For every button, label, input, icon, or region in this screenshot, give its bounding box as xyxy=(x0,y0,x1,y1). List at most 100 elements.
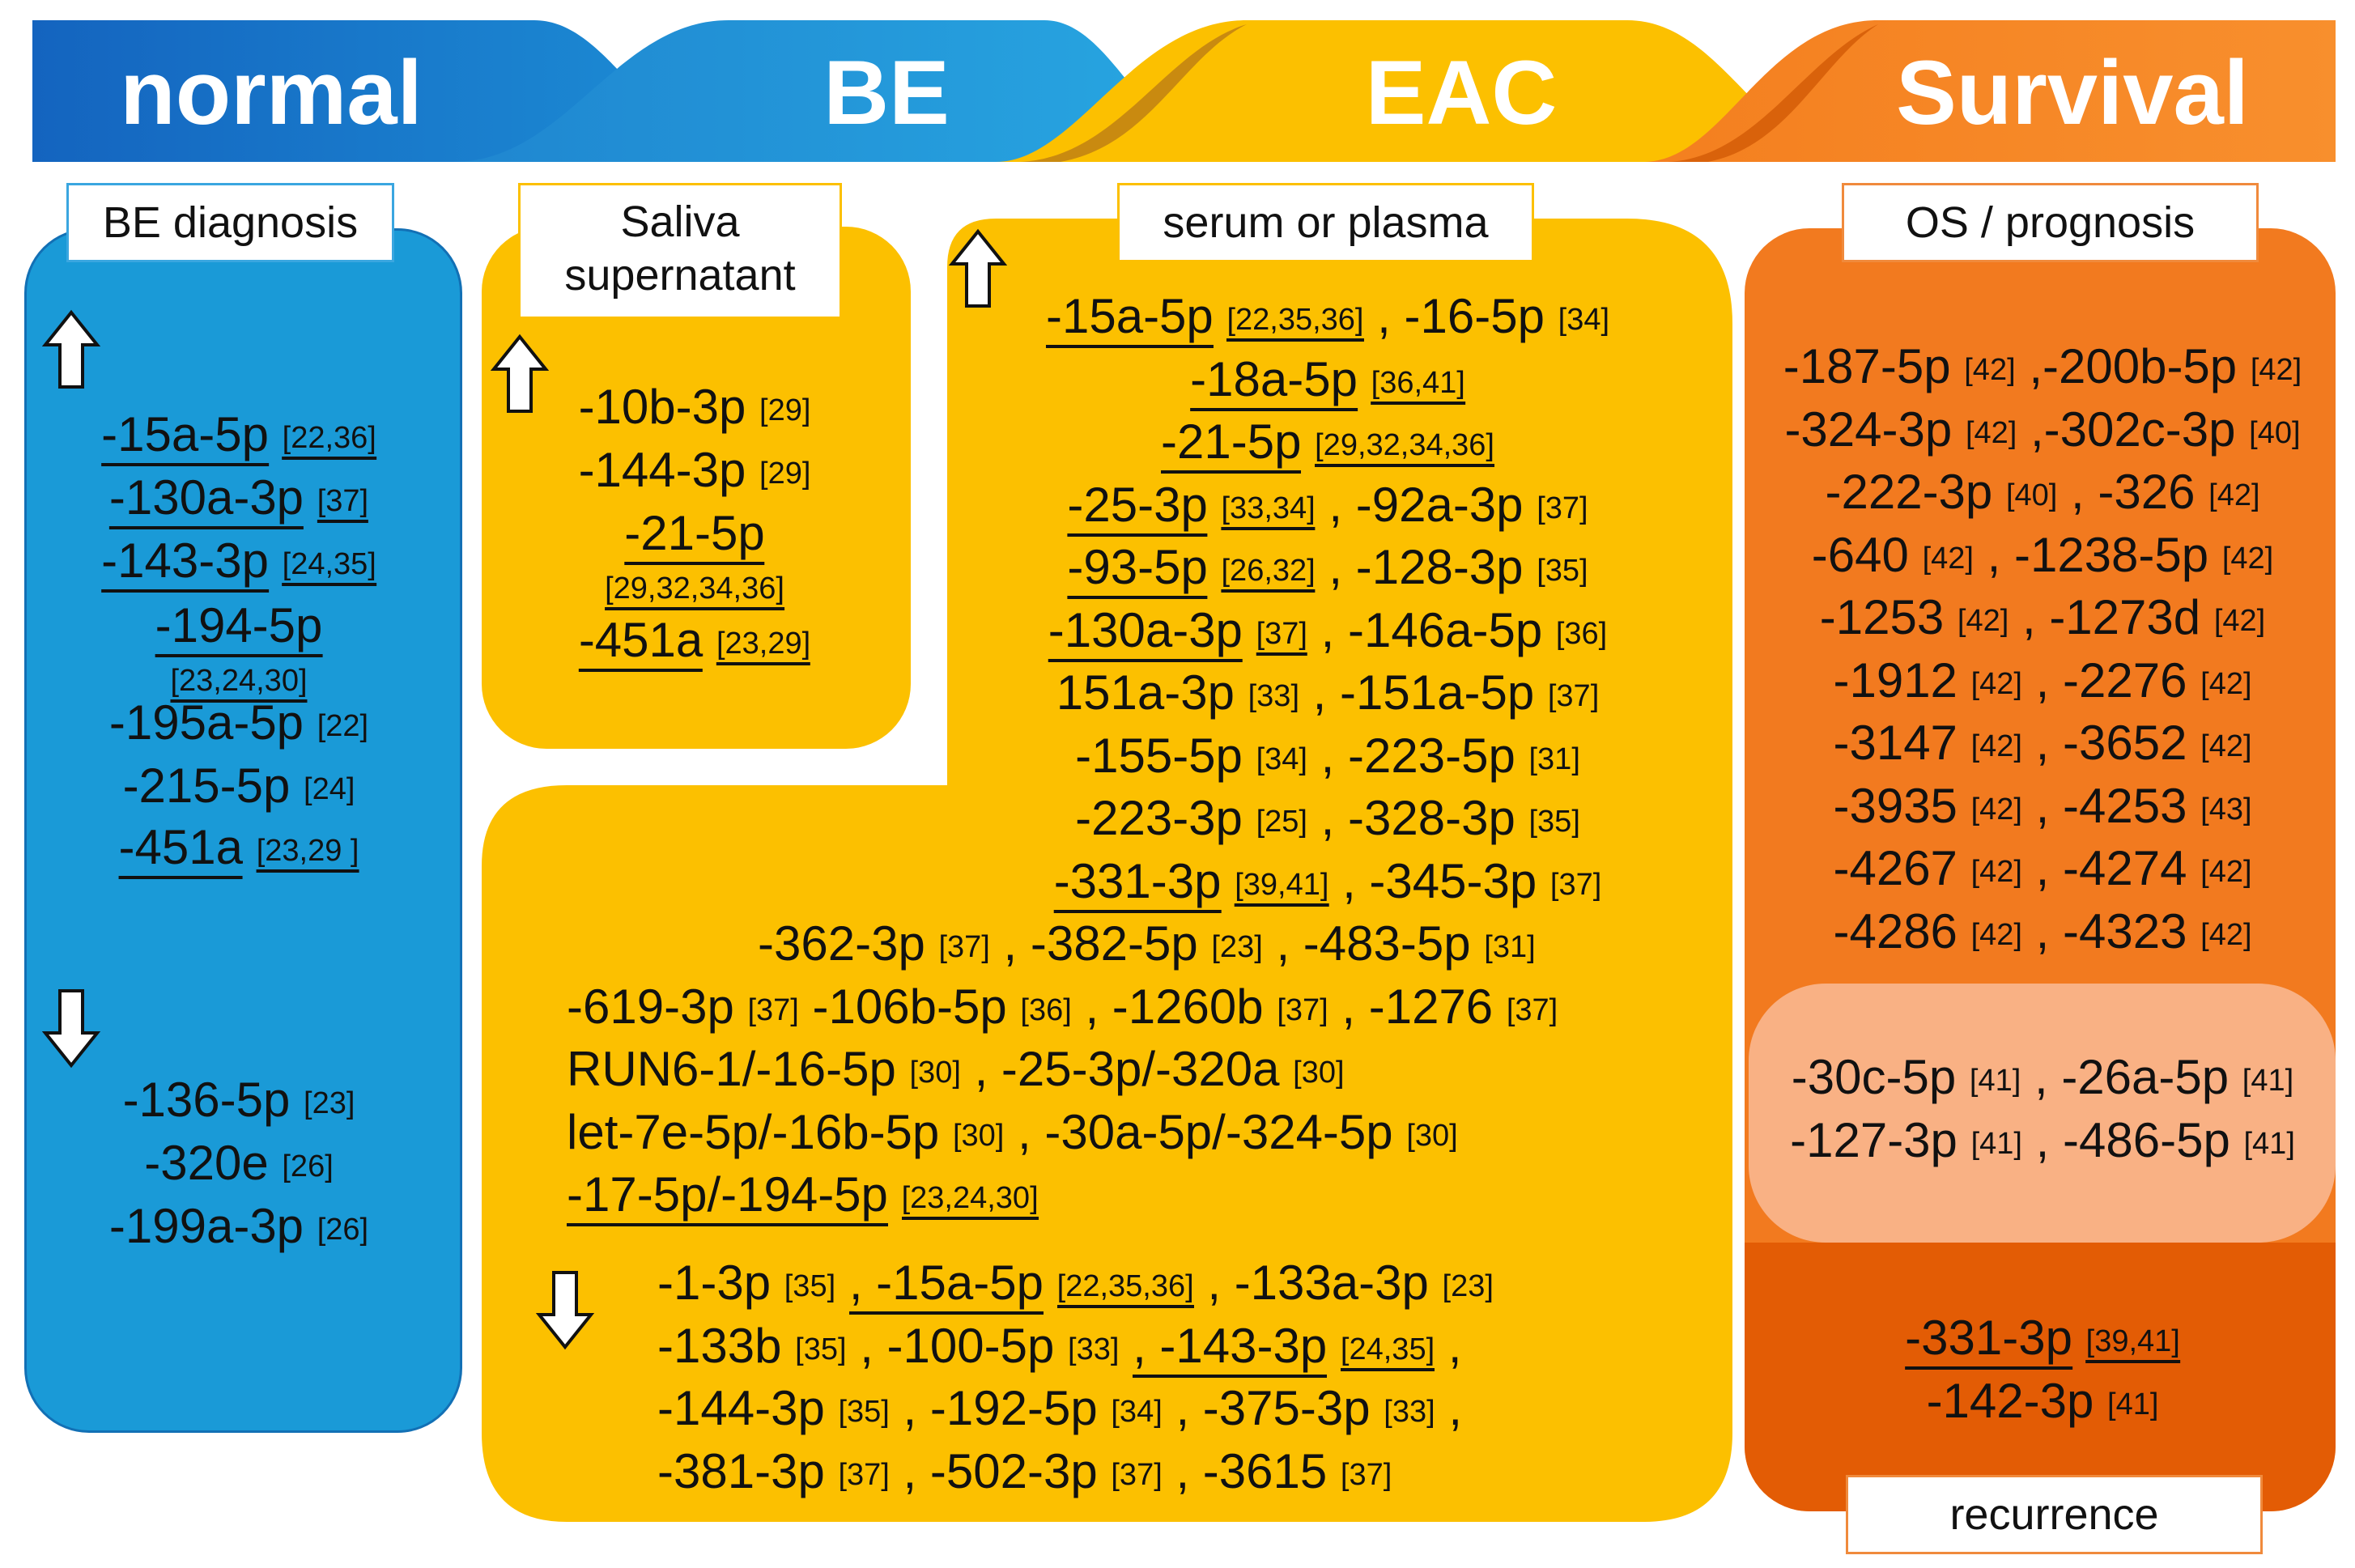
saliva-label-line1: Saliva xyxy=(620,198,740,246)
os-reference: [40] xyxy=(2005,478,2058,512)
serum-up-mirna: , -16-5p xyxy=(1377,289,1545,343)
serum-down-mirna: -144-3p xyxy=(657,1381,825,1435)
serum-up-mirna: -21-5p xyxy=(1161,414,1302,474)
mirna-line: -451a [23,29 ] xyxy=(118,818,359,881)
be-down-mirna: -199a-3p xyxy=(108,1199,304,1253)
saliva-up-reference: [29,32,34,36] xyxy=(605,572,784,610)
mirna-line: -640 [42] , -1238-5p [42] xyxy=(1812,525,2273,589)
serum-up-reference: [31] xyxy=(1484,930,1536,964)
os-reference: [43] xyxy=(2200,792,2252,826)
serum-up-reference: [36] xyxy=(1020,992,1072,1027)
stage-eac-twist xyxy=(1020,24,1247,162)
serum-up-mirna: , -25-3p/-320a xyxy=(974,1042,1280,1096)
serum-up-reference: [33] xyxy=(1248,679,1300,713)
mirna-line: -155-5p [34] , -223-5p [31] xyxy=(1075,726,1580,789)
serum-up-reference: [30] xyxy=(952,1118,1005,1153)
mirna-line: -215-5p [24] xyxy=(123,756,355,819)
os-mirna: -4286 xyxy=(1833,903,1958,958)
serum-up-reference: [37] xyxy=(938,930,990,964)
serum-up-mirna: -17-5p/-194-5p xyxy=(567,1167,888,1226)
up-arrow-icon xyxy=(491,334,549,413)
serum-up-reference: [34] xyxy=(1256,742,1307,776)
serum-up-mirna: , -92a-3p xyxy=(1328,477,1524,532)
serum-up-mirna: -93-5p xyxy=(1067,540,1208,599)
serum-up-mirna: -15a-5p xyxy=(1045,289,1214,348)
serum-up-mirna: -155-5p xyxy=(1075,728,1243,783)
serum-up-mirna: , -483-5p xyxy=(1276,916,1471,971)
os-mid-mirna: , -486-5p xyxy=(2035,1112,2230,1167)
serum-up-mirna: , -223-5p xyxy=(1320,728,1515,783)
serum-up-mirna: , -1276 xyxy=(1341,979,1494,1034)
mirna-line: -324-3p [42] ,-302c-3p [40] xyxy=(1784,400,2300,463)
recurrence-reference: [41] xyxy=(2107,1387,2159,1421)
os-mirna: -1912 xyxy=(1833,652,1958,708)
os-reference: [42] xyxy=(2200,855,2252,889)
mirna-line: -194-5p xyxy=(155,596,323,657)
mirna-line: -93-5p [26,32] , -128-3p [35] xyxy=(1067,538,1588,601)
os-mirna: , -1273d xyxy=(2021,590,2201,644)
serum-down-mirna: , -133a-3p xyxy=(1207,1256,1429,1310)
serum-up-mirna: -619-3p xyxy=(567,979,734,1034)
down-arrow-icon xyxy=(536,1271,594,1350)
serum-up-mirna: 151a-3p xyxy=(1056,665,1235,720)
mirna-line: -127-3p [41] , -486-5p [41] xyxy=(1790,1111,2295,1174)
os-reference: [42] xyxy=(2250,353,2302,387)
recurrence-panel xyxy=(1745,1243,2336,1511)
serum-up-mirna: , -128-3p xyxy=(1328,540,1524,594)
os-mirna: -640 xyxy=(1811,527,1909,582)
serum-up-reference: [22,35,36] xyxy=(1226,303,1364,342)
mirna-line: RUN6-1/-16-5p [30] , -25-3p/-320a [30] xyxy=(567,1039,1345,1103)
os-mirna: -187-5p xyxy=(1783,339,1951,393)
mirna-line: -331-3p [39,41] , -345-3p [37] xyxy=(1053,852,1601,915)
be-up-reference: [23,29 ] xyxy=(256,834,359,873)
serum-panel xyxy=(482,219,1732,1522)
be-up-reference: [23,24,30] xyxy=(170,664,308,703)
serum-up-mirna: RUN6-1/-16-5p xyxy=(567,1042,896,1096)
os-mid-panel xyxy=(1749,984,2336,1243)
os-reference: [42] xyxy=(1970,792,2022,826)
mirna-line: let-7e-5p/-16b-5p [30] , -30a-5p/-324-5p… xyxy=(567,1103,1458,1166)
stage-eac-band xyxy=(996,20,1862,162)
be-up-mirna: -451a xyxy=(118,820,244,879)
os-mirna: , -1238-5p xyxy=(1987,527,2209,582)
serum-up-reference: [26,32] xyxy=(1221,554,1316,593)
mirna-line: -142-3p [41] xyxy=(1927,1371,2159,1434)
mirna-line: -187-5p [42] ,-200b-5p [42] xyxy=(1783,337,2302,400)
serum-down-mirna: , xyxy=(1448,1381,1462,1435)
os-mirna: , -3652 xyxy=(2035,716,2187,770)
serum-down-mirna: -1-3p xyxy=(657,1256,772,1310)
be-up-mirna: -194-5p xyxy=(155,598,323,657)
serum-down-reference: [35] xyxy=(784,1269,836,1303)
serum-up-mirna: , -146a-5p xyxy=(1320,602,1543,657)
serum-up-mirna: -106b-5p xyxy=(812,979,1007,1034)
os-mirna: , -4323 xyxy=(2035,903,2187,958)
be-up-reference: [24,35] xyxy=(282,547,376,586)
serum-up-mirna: , -345-3p xyxy=(1342,853,1537,908)
up-arrow-icon xyxy=(949,228,1007,308)
serum-up-reference: [37] xyxy=(1277,992,1328,1027)
serum-down-mirna: , -3615 xyxy=(1175,1443,1328,1498)
serum-down-reference: [37] xyxy=(838,1457,890,1492)
serum-up-mirna: , -151a-5p xyxy=(1312,665,1535,720)
os-mid-reference: [41] xyxy=(2242,1064,2294,1098)
mirna-line: -17-5p/-194-5p [23,24,30] xyxy=(567,1165,1039,1228)
serum-up-reference: [29,32,34,36] xyxy=(1315,428,1494,467)
stage-title-normal: normal xyxy=(120,42,423,143)
be-up-reference: [37] xyxy=(317,484,369,523)
down-arrow-icon xyxy=(42,989,100,1069)
serum-down-reference: [35] xyxy=(838,1395,890,1429)
mirna-line: -15a-5p [22,36] xyxy=(101,405,376,468)
be-down-reference: [26] xyxy=(282,1149,334,1183)
saliva-up-mirna: -21-5p xyxy=(624,506,765,565)
mirna-line: -320e [26] xyxy=(144,1133,334,1196)
serum-up-mirna: , -1260b xyxy=(1085,979,1264,1034)
serum-up-reference: [37] xyxy=(1537,491,1588,525)
mirna-line: -144-3p [35] , -192-5p [34] , -375-3p [3… xyxy=(657,1379,1462,1442)
serum-up-reference: [34] xyxy=(1558,303,1610,337)
serum-down-mirna: , -192-5p xyxy=(903,1381,1098,1435)
mirna-line: 151a-3p [33] , -151a-5p [37] xyxy=(1056,663,1600,726)
mirna-line: -451a [23,29] xyxy=(578,610,811,674)
serum-up-reference: [37] xyxy=(1506,992,1558,1027)
serum-down-mirna: , -15a-5p xyxy=(848,1256,1044,1315)
be-up-mirna: -130a-3p xyxy=(108,470,304,529)
